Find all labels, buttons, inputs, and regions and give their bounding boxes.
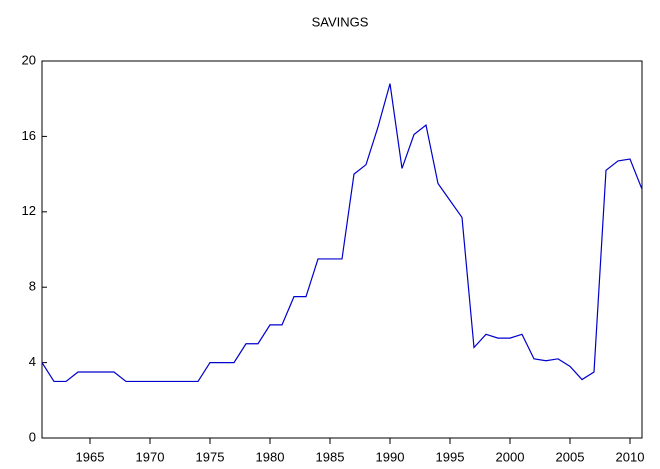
- x-tick-label: 1975: [196, 449, 225, 464]
- x-tick-label: 2010: [616, 449, 645, 464]
- y-tick-label: 16: [22, 128, 36, 143]
- x-tick-label: 1965: [76, 449, 105, 464]
- y-tick-label: 20: [22, 52, 36, 67]
- y-tick-label: 8: [29, 279, 36, 294]
- x-tick-label: 1985: [316, 449, 345, 464]
- x-tick-label: 2000: [496, 449, 525, 464]
- x-tick-label: 1990: [376, 449, 405, 464]
- line-series: [41, 83, 643, 383]
- chart-title: SAVINGS: [312, 14, 369, 29]
- x-tick-label: 1980: [256, 449, 285, 464]
- y-tick-label: 12: [22, 203, 36, 218]
- x-tick-label: 2005: [556, 449, 585, 464]
- y-tick-label: 0: [29, 429, 36, 444]
- y-tick-label: 4: [29, 354, 36, 369]
- x-tick-label: 1995: [436, 449, 465, 464]
- plot-frame: [41, 60, 643, 439]
- x-tick-label: 1970: [136, 449, 165, 464]
